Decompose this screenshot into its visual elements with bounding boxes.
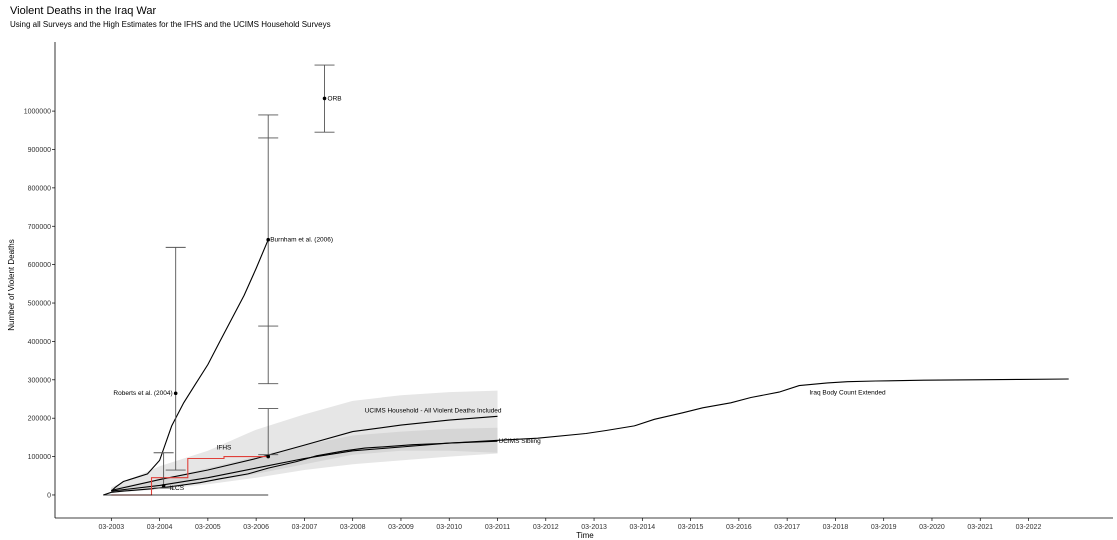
label-ilcs: ILCS (170, 485, 185, 492)
series-line-ifhs (111, 456, 269, 496)
survey-ifhs (258, 408, 279, 459)
series-line-ucims-household-all-violent-deaths-included (111, 415, 498, 491)
x-tick-label: 03-2012 (533, 524, 559, 531)
x-tick-label: 03-2003 (98, 524, 124, 531)
label-burnham-et-al-2006: Burnham et al. (2006) (270, 237, 333, 244)
label-orb: ORB (328, 95, 342, 102)
chart-title: Violent Deaths in the Iraq War (10, 5, 157, 17)
series-line-burnham-et-al-2006 (110, 239, 269, 492)
x-tick-label: 03-2009 (388, 524, 414, 531)
series-line-ucims-sibling (111, 440, 498, 492)
survey-point (266, 237, 271, 242)
label-ifhs: IFHS (217, 445, 232, 452)
x-tick-label: 03-2007 (292, 524, 318, 531)
x-tick-label: 03-2008 (340, 524, 366, 531)
series-line-iraq-body-count-extended (103, 378, 1069, 496)
error-bars (153, 64, 335, 489)
y-tick-label: 0 (47, 492, 51, 499)
y-tick-label: 600000 (28, 262, 51, 269)
y-tick-label: 100000 (28, 454, 51, 461)
axes: 0 100000 200000 300000 400000 500000 600000 700… (24, 42, 1113, 531)
band-ucims-household-all-violent-deaths-included (111, 390, 498, 493)
label-ucims-sibling: UCIMS Sibling (499, 438, 542, 445)
x-tick-label: 03-2015 (678, 524, 704, 531)
x-tick-label: 03-2006 (243, 524, 269, 531)
label-roberts-et-al-2004: Roberts et al. (2004) (113, 390, 172, 397)
y-tick-label: 800000 (28, 185, 51, 192)
survey-point (173, 391, 178, 396)
x-tick-label: 03-2021 (967, 524, 993, 531)
survey-ilcs (153, 452, 174, 489)
y-tick-label: 300000 (28, 377, 51, 384)
x-tick-label: 03-2022 (1016, 524, 1042, 531)
survey-burnham-et-al-2006 (258, 114, 279, 385)
x-tick-label: 03-2014 (629, 524, 655, 531)
y-tick-label: 400000 (28, 339, 51, 346)
x-tick-label: 03-2017 (774, 524, 800, 531)
label-iraq-body-count-extended: Iraq Body Count Extended (809, 389, 886, 396)
y-axis-title: Number of Violent Deaths (7, 239, 16, 330)
y-tick-label: 900000 (28, 147, 51, 154)
survey-orb (314, 64, 335, 133)
x-tick-label: 03-2016 (726, 524, 752, 531)
label-ucims-household-all-violent-deaths-included: UCIMS Household - All Violent Deaths Inc… (365, 407, 502, 414)
x-tick-label: 03-2005 (195, 524, 221, 531)
x-tick-label: 03-2010 (436, 524, 462, 531)
band-ucims-sibling (111, 427, 498, 493)
x-tick-label: 03-2004 (147, 524, 173, 531)
x-tick-label: 03-2011 (485, 524, 510, 531)
y-tick-label: 700000 (28, 224, 51, 231)
y-tick-label: 500000 (28, 301, 51, 308)
survey-roberts-et-al-2004 (165, 246, 186, 471)
x-tick-label: 03-2013 (581, 524, 607, 531)
chart-subtitle: Using all Surveys and the High Estimates… (10, 20, 331, 29)
x-tick-label: 03-2018 (823, 524, 849, 531)
y-tick-label: 200000 (28, 416, 51, 423)
y-tick-label: 1000000 (24, 109, 51, 116)
annotations: ORB Burnham et al. (2006) Roberts et al. (… (113, 95, 886, 491)
x-tick-label: 03-2019 (871, 524, 897, 531)
x-axis-title: Time (576, 531, 594, 540)
x-tick-label: 03-2020 (919, 524, 945, 531)
survey-point (161, 483, 166, 488)
survey-point (322, 96, 327, 101)
series-lines (103, 239, 1069, 496)
survey-point (266, 454, 271, 459)
confidence-bands (111, 390, 498, 493)
